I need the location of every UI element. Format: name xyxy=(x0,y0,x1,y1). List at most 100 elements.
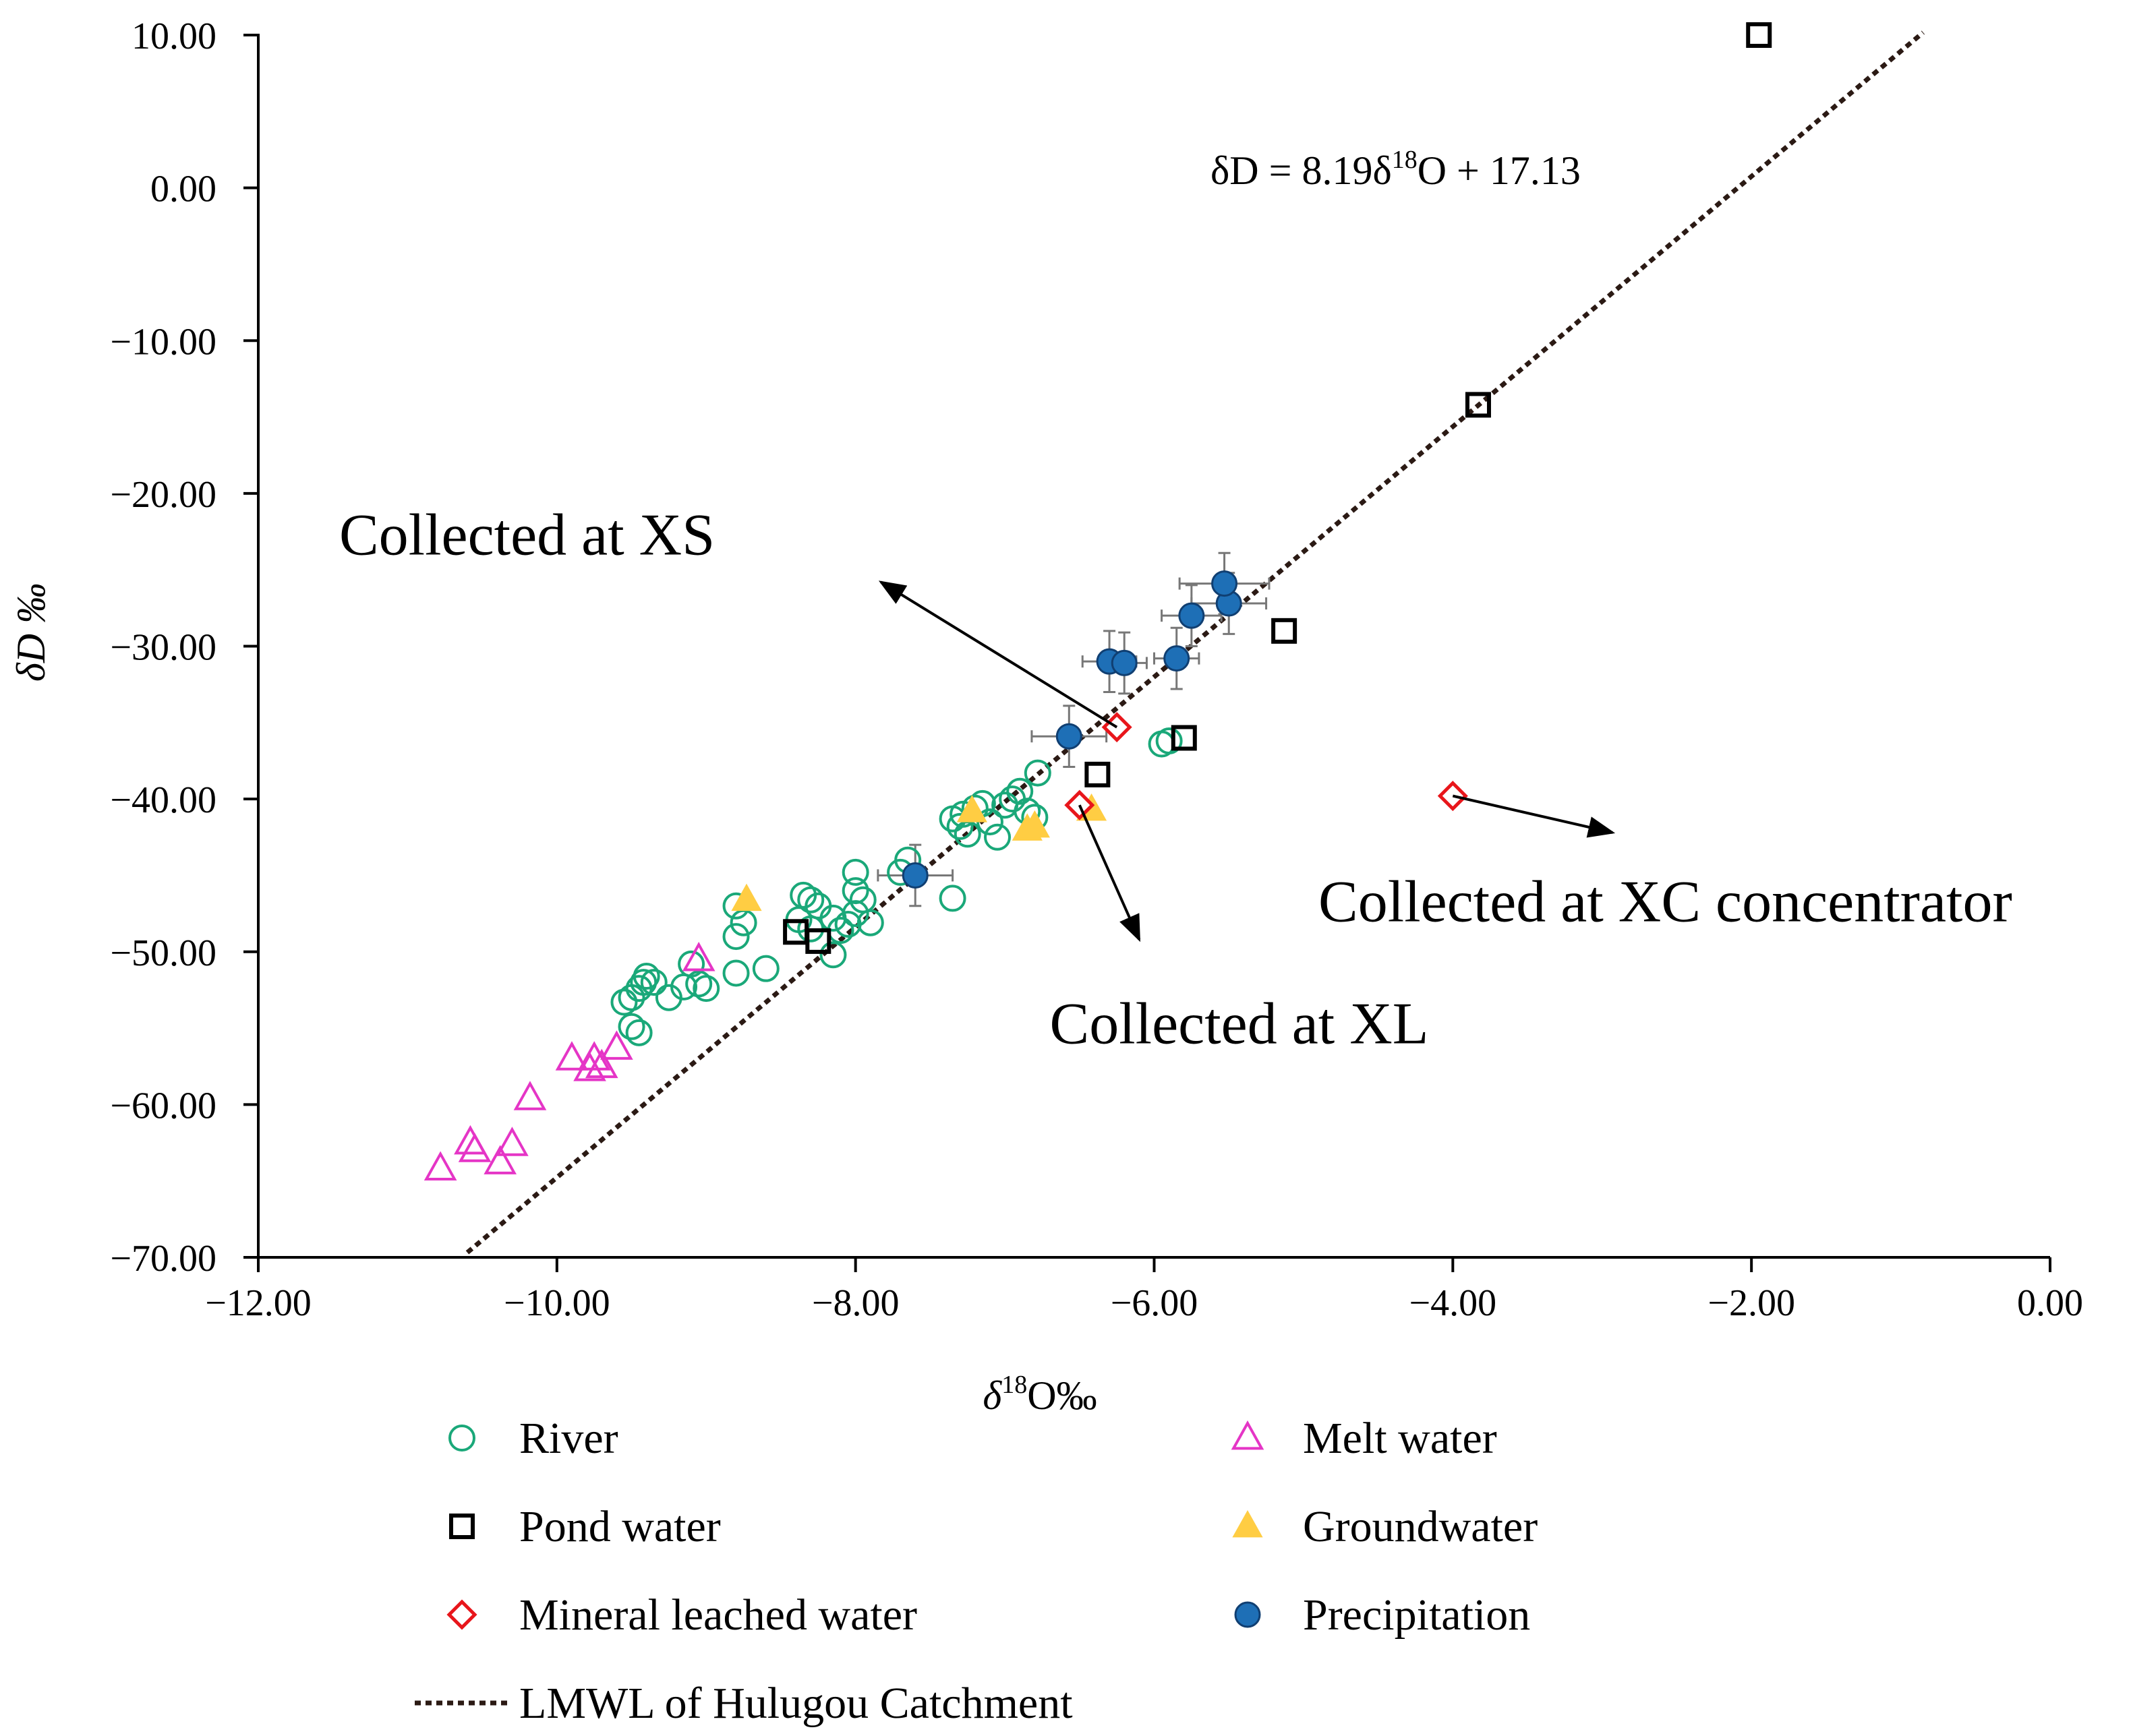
melt-water-point xyxy=(454,1125,487,1155)
series-mineral-leached-water xyxy=(1064,712,1468,820)
river-point xyxy=(752,955,780,982)
y-tick-label: 10.00 xyxy=(132,16,216,57)
melt-water-point xyxy=(484,1145,517,1174)
legend-marker xyxy=(1231,1420,1264,1450)
melt-water-point xyxy=(555,1041,589,1071)
river-point xyxy=(999,785,1026,813)
x-axis-title-suffix: O‰ xyxy=(1027,1373,1097,1418)
river-point xyxy=(819,941,847,969)
river-point xyxy=(842,900,869,928)
series-groundwater xyxy=(731,793,1107,911)
river-point xyxy=(1155,727,1183,755)
pond-water-point xyxy=(1465,392,1491,418)
series-melt-water xyxy=(424,941,716,1180)
x-tick-label: −8.00 xyxy=(812,1282,900,1324)
groundwater-point xyxy=(1019,810,1050,838)
melt-water-point xyxy=(424,1151,457,1180)
melt-water-point xyxy=(496,1127,529,1156)
river-point xyxy=(991,791,1019,819)
river-point xyxy=(633,963,660,990)
pond-water-point xyxy=(1271,618,1297,644)
legend-item-pond-water: Pond water xyxy=(449,1502,721,1551)
pond-water-point xyxy=(1171,725,1197,751)
pond-water-point xyxy=(1746,22,1772,48)
annotation-arrow xyxy=(878,580,1118,729)
river-point xyxy=(939,885,966,912)
x-axis-title-sup: 18 xyxy=(1001,1371,1027,1399)
legend-label: Precipitation xyxy=(1303,1590,1530,1640)
legend-item-groundwater: Groundwater xyxy=(1232,1502,1538,1551)
melt-water-point xyxy=(513,1081,547,1110)
x-tick-label: −4.00 xyxy=(1409,1282,1497,1324)
legend-label: Groundwater xyxy=(1303,1502,1538,1551)
legend-label: LMWL of Hulugou Catchment xyxy=(519,1679,1073,1728)
legend-label: Pond water xyxy=(519,1502,721,1551)
river-point xyxy=(797,886,825,914)
river-point xyxy=(722,923,750,951)
river-point xyxy=(842,858,869,886)
legend-item-river: River xyxy=(448,1414,618,1463)
melt-water-point xyxy=(577,1041,611,1071)
y-tick-label: −40.00 xyxy=(110,779,216,821)
precipitation-point xyxy=(902,862,929,889)
x-axis-title-prefix: δ xyxy=(983,1373,1002,1418)
annotation-label: Collected at XL xyxy=(1050,992,1429,1057)
y-tick-label: −50.00 xyxy=(110,932,216,974)
data-points xyxy=(424,22,1772,1180)
series-pond-water xyxy=(783,22,1772,954)
series-precipitation xyxy=(902,570,1242,889)
precipitation-point xyxy=(1211,570,1238,597)
x-tick-label: −6.00 xyxy=(1111,1282,1198,1324)
river-point xyxy=(618,1013,645,1040)
y-axis-ticks: 10.00 0.00 −10.00 −20.00 −30.00 −40.00 −50.00 −… xyxy=(110,16,258,1280)
lmwl-line xyxy=(465,30,1925,1255)
legend-item-mineral-leached-water: Mineral leached water xyxy=(446,1590,917,1640)
y-tick-label: −70.00 xyxy=(110,1238,216,1280)
melt-water-point xyxy=(600,1030,633,1060)
groundwater-point xyxy=(956,795,987,822)
legend-marker xyxy=(446,1599,477,1630)
river-point xyxy=(984,823,1012,851)
precipitation-point xyxy=(1163,645,1190,672)
legend-item-melt-water: Melt water xyxy=(1231,1414,1497,1463)
melt-water-point xyxy=(585,1048,618,1079)
river-point xyxy=(856,909,884,936)
river-point xyxy=(625,1019,653,1046)
legend-label: River xyxy=(519,1414,618,1463)
pond-water-point xyxy=(805,928,831,954)
annotation-label: Collected at XC concentrator xyxy=(1318,869,2012,934)
x-tick-label: −2.00 xyxy=(1707,1282,1795,1324)
lmwl-equation: δD = 8.19δ18O + 17.13 xyxy=(1210,146,1581,193)
river-point xyxy=(610,988,638,1016)
y-tick-label: −30.00 xyxy=(110,627,216,669)
annotation-arrow xyxy=(1078,804,1141,942)
legend-marker xyxy=(449,1514,475,1539)
river-point xyxy=(842,877,869,905)
precipitation-point xyxy=(1055,723,1082,750)
equation-lead: δD = 8.19δ xyxy=(1210,148,1392,193)
y-tick-label: 0.00 xyxy=(150,169,216,210)
river-point xyxy=(678,950,705,978)
axes xyxy=(257,34,2050,1259)
pond-water-point xyxy=(1084,761,1111,787)
legend: River Melt water Pond water Groundwater Mine… xyxy=(415,1414,1538,1728)
x-axis-ticks: −12.00 −10.00 −8.00 −6.00 −4.00 −2.00 0.00 xyxy=(205,1257,2083,1324)
river-point xyxy=(946,812,974,840)
y-tick-label: −10.00 xyxy=(110,321,216,363)
river-point xyxy=(685,970,713,998)
annotations: Collected at XS Collected at XL Collected … xyxy=(339,503,2012,1057)
y-tick-label: −60.00 xyxy=(110,1085,216,1127)
x-tick-label: −10.00 xyxy=(504,1282,610,1324)
y-axis-title: δD ‰ xyxy=(9,583,53,682)
annotation-arrow xyxy=(1452,794,1616,838)
river-point xyxy=(1006,777,1034,805)
x-tick-label: 0.00 xyxy=(2017,1282,2083,1324)
legend-item-lmwl-of-hulugou-catchment: LMWL of Hulugou Catchment xyxy=(415,1679,1073,1728)
legend-label: Melt water xyxy=(1303,1414,1497,1463)
river-point xyxy=(1024,759,1051,787)
melt-water-point xyxy=(458,1133,492,1162)
melt-water-point xyxy=(682,941,716,971)
equation-tail: O + 17.13 xyxy=(1418,148,1581,193)
equation-sup: 18 xyxy=(1392,146,1418,174)
